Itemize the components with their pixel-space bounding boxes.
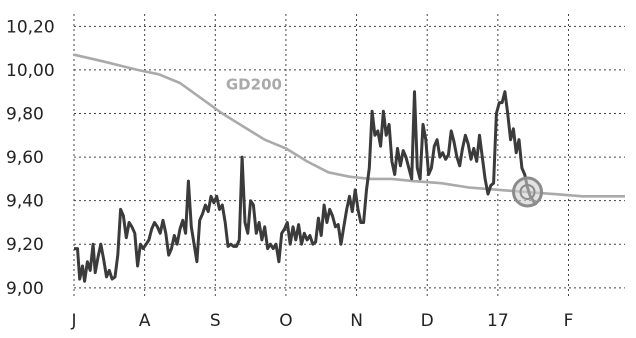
y-tick-label: 10,00 — [6, 61, 55, 81]
y-tick-label: 10,20 — [6, 17, 55, 37]
y-tick-label: 9,20 — [6, 235, 44, 255]
x-tick-label: F — [564, 311, 574, 331]
price-line — [74, 90, 538, 283]
y-axis-tick-labels: 9,00 9,20 9,40 9,60 9,80 10,00 10,20 — [6, 17, 55, 298]
highlight-circle-inner — [519, 183, 536, 200]
series-lines — [73, 53, 625, 283]
x-tick-label: N — [350, 311, 363, 331]
gd200-series-label: GD200 — [226, 76, 282, 94]
x-axis-tick-labels: J A S O N D 17 F — [70, 311, 573, 331]
x-tick-label: D — [421, 311, 434, 331]
y-tick-label: 9,40 — [6, 192, 44, 212]
highlight-circle-marker — [512, 176, 544, 208]
x-tick-label: O — [279, 311, 292, 331]
grid-lines — [73, 14, 625, 296]
gd200-line — [73, 53, 625, 198]
annotation-markers — [512, 176, 544, 208]
x-tick-label: J — [70, 311, 76, 331]
y-tick-label: 9,00 — [6, 279, 44, 299]
x-tick-label: S — [210, 311, 221, 331]
series-labels: GD200 — [226, 76, 282, 94]
y-tick-label: 9,60 — [6, 148, 44, 168]
x-tick-label: A — [139, 311, 151, 331]
x-tick-label: 17 — [487, 311, 509, 331]
y-tick-label: 9,80 — [6, 105, 44, 125]
